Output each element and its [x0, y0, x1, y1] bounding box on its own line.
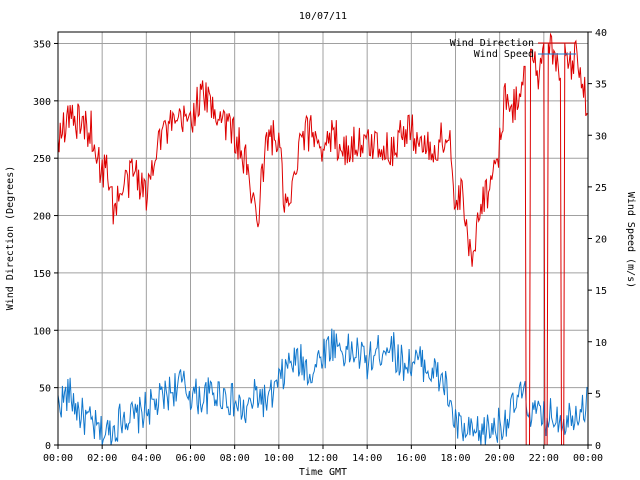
x-tick-label: 12:00 [308, 453, 338, 464]
x-tick-label: 04:00 [131, 453, 161, 464]
y-right-tick-label: 30 [595, 131, 607, 142]
y-right-tick-label: 20 [595, 235, 607, 246]
y-right-tick-label: 15 [595, 286, 607, 297]
y-left-tick-label: 0 [45, 441, 51, 452]
chart-legend: Wind Direction Wind Speed [450, 38, 576, 60]
y-left-tick-label: 300 [33, 97, 51, 108]
x-tick-label: 16:00 [396, 453, 426, 464]
legend-label-wind-direction: Wind Direction [450, 38, 534, 49]
y-axis-right-label: Wind Speed (m/s) [625, 192, 636, 288]
x-tick-label: 00:00 [573, 453, 603, 464]
x-tick-label: 20:00 [485, 453, 515, 464]
x-tick-label: 02:00 [87, 453, 117, 464]
x-tick-label: 08:00 [220, 453, 250, 464]
y-left-tick-label: 200 [33, 212, 51, 223]
series-line-wind-speed [57, 328, 589, 446]
x-tick-label: 06:00 [175, 453, 205, 464]
x-tick-label: 22:00 [529, 453, 559, 464]
chart-title: 10/07/11 [299, 11, 347, 22]
y-right-tick-label: 40 [595, 28, 607, 39]
y-left-tick-label: 250 [33, 154, 51, 165]
legend-label-wind-speed: Wind Speed [474, 49, 534, 60]
y-right-tick-label: 10 [595, 338, 607, 349]
y-right-tick-label: 0 [595, 441, 601, 452]
y-right-tick-label: 25 [595, 183, 607, 194]
x-tick-label: 10:00 [264, 453, 294, 464]
y-left-tick-label: 350 [33, 39, 51, 50]
series-line-wind-direction [57, 32, 589, 446]
chart-series [57, 32, 589, 446]
chart-ticks: 00:00 02:00 04:00 06:00 08:00 10:00 12:00 14:00… [33, 28, 607, 464]
x-tick-label: 14:00 [352, 453, 382, 464]
y-right-tick-label: 5 [595, 389, 601, 400]
y-axis-left-label: Wind Direction (Degrees) [5, 166, 16, 311]
y-left-tick-label: 100 [33, 326, 51, 337]
chart-grid [58, 32, 588, 445]
y-left-tick-label: 150 [33, 269, 51, 280]
x-tick-label: 18:00 [440, 453, 470, 464]
y-left-tick-label: 50 [39, 384, 51, 395]
y-right-tick-label: 35 [595, 80, 607, 91]
x-tick-label: 00:00 [43, 453, 73, 464]
x-axis-label: Time GMT [299, 467, 347, 478]
